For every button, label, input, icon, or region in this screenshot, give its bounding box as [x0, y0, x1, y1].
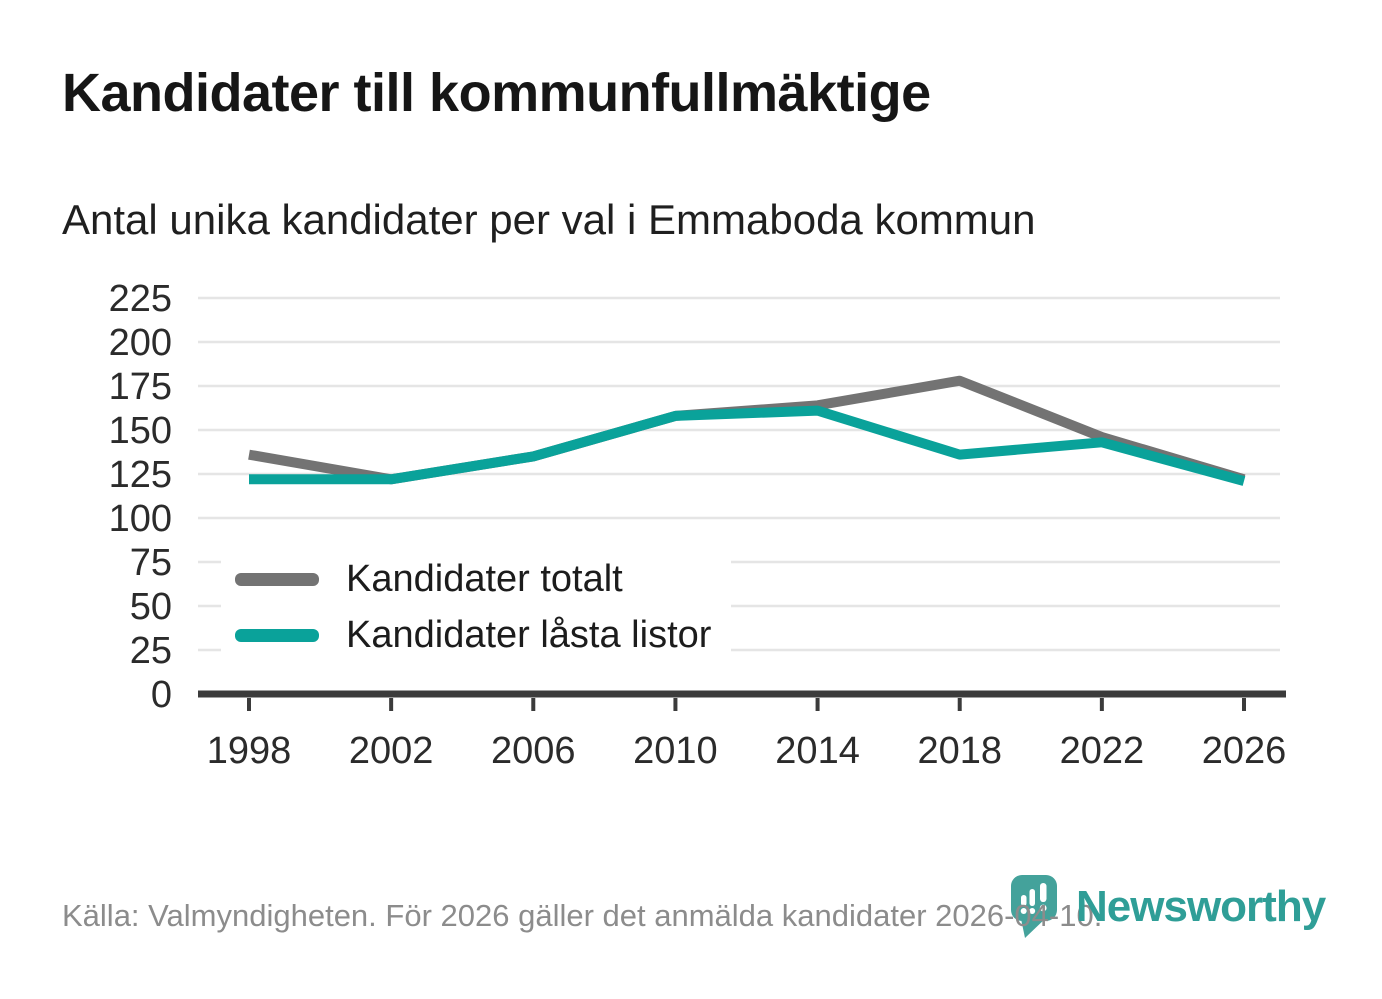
y-axis-label: 0	[151, 674, 172, 716]
y-axis-label: 200	[109, 322, 172, 364]
newsworthy-logo-icon	[1011, 875, 1057, 938]
newsworthy-wordmark: Newsworthy	[1076, 882, 1326, 931]
x-axis-label: 2010	[633, 730, 718, 772]
y-axis-label: 225	[109, 278, 172, 320]
y-axis-label: 150	[109, 410, 172, 452]
legend-swatch-lasta-listor	[235, 628, 319, 642]
series-line-lasta-listor	[249, 405, 1246, 486]
y-axis-label: 25	[130, 630, 172, 672]
source-note: Källa: Valmyndigheten. För 2026 gäller d…	[62, 898, 1103, 933]
legend-item-lasta-listor: Kandidater låsta listor	[235, 607, 711, 663]
x-axis-label: 2006	[491, 730, 576, 772]
y-axis-label: 175	[109, 366, 172, 408]
x-axis-label: 2022	[1060, 730, 1145, 772]
legend-item-totalt: Kandidater totalt	[235, 551, 711, 607]
chart-legend: Kandidater totalt Kandidater låsta listo…	[221, 549, 732, 671]
y-axis-label: 125	[109, 454, 172, 496]
page-title: Kandidater till kommunfullmäktige	[62, 63, 931, 123]
x-axis-label: 2018	[917, 730, 1002, 772]
legend-label-lasta-listor: Kandidater låsta listor	[346, 613, 712, 656]
y-axis-label: 100	[109, 498, 172, 540]
x-axis-label: 1998	[207, 730, 292, 772]
x-axis-label: 2002	[349, 730, 434, 772]
y-axis-label: 50	[130, 586, 172, 628]
y-axis-label: 75	[130, 542, 172, 584]
legend-swatch-totalt	[235, 572, 319, 586]
page-subtitle: Antal unika kandidater per val i Emmabod…	[62, 196, 1036, 243]
x-axis-label: 2026	[1202, 730, 1287, 772]
x-axis-label: 2014	[775, 730, 860, 772]
legend-label-totalt: Kandidater totalt	[346, 557, 623, 600]
